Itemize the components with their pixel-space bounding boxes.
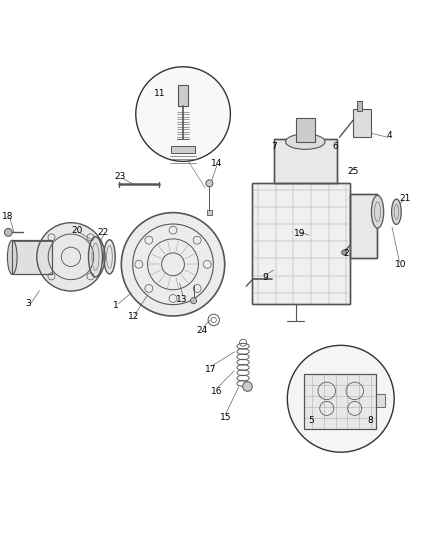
Text: 7: 7	[271, 142, 277, 150]
Text: 21: 21	[399, 194, 411, 203]
Text: 1: 1	[113, 302, 119, 310]
Text: 17: 17	[205, 365, 216, 374]
Text: 13: 13	[176, 295, 187, 304]
FancyBboxPatch shape	[274, 140, 337, 183]
Text: 6: 6	[332, 142, 338, 150]
FancyBboxPatch shape	[376, 394, 385, 407]
Text: 22: 22	[97, 228, 109, 237]
Text: 10: 10	[395, 260, 406, 269]
FancyBboxPatch shape	[12, 240, 52, 274]
Text: 18: 18	[2, 212, 14, 221]
FancyBboxPatch shape	[252, 183, 350, 304]
Text: 3: 3	[25, 299, 32, 308]
Ellipse shape	[104, 240, 115, 274]
Circle shape	[4, 229, 12, 236]
Text: 9: 9	[262, 273, 268, 282]
FancyBboxPatch shape	[350, 194, 377, 258]
Text: 24: 24	[197, 326, 208, 335]
Text: 23: 23	[115, 172, 126, 181]
Text: 5: 5	[308, 416, 314, 425]
Text: 12: 12	[128, 312, 139, 321]
Circle shape	[121, 213, 225, 316]
Text: 25: 25	[347, 166, 358, 175]
Ellipse shape	[7, 240, 17, 274]
Ellipse shape	[371, 195, 384, 228]
Text: 14: 14	[211, 159, 223, 168]
Circle shape	[191, 297, 197, 304]
FancyBboxPatch shape	[178, 85, 188, 106]
Circle shape	[342, 250, 347, 255]
FancyBboxPatch shape	[357, 101, 362, 111]
FancyBboxPatch shape	[304, 374, 376, 429]
Ellipse shape	[286, 134, 325, 149]
Circle shape	[37, 223, 105, 291]
FancyBboxPatch shape	[353, 109, 371, 138]
Ellipse shape	[392, 199, 401, 224]
Text: 2: 2	[343, 249, 349, 258]
Text: 16: 16	[211, 387, 223, 396]
Text: 11: 11	[154, 89, 166, 98]
Circle shape	[287, 345, 394, 452]
Text: 15: 15	[220, 413, 231, 422]
Text: 4: 4	[387, 131, 392, 140]
Ellipse shape	[88, 237, 102, 277]
FancyBboxPatch shape	[207, 211, 212, 215]
Text: 20: 20	[71, 226, 82, 235]
Text: 19: 19	[294, 229, 306, 238]
Circle shape	[243, 382, 252, 391]
Circle shape	[206, 180, 213, 187]
Circle shape	[136, 67, 230, 161]
Text: 8: 8	[367, 416, 373, 425]
FancyBboxPatch shape	[171, 147, 195, 152]
FancyBboxPatch shape	[296, 118, 315, 142]
